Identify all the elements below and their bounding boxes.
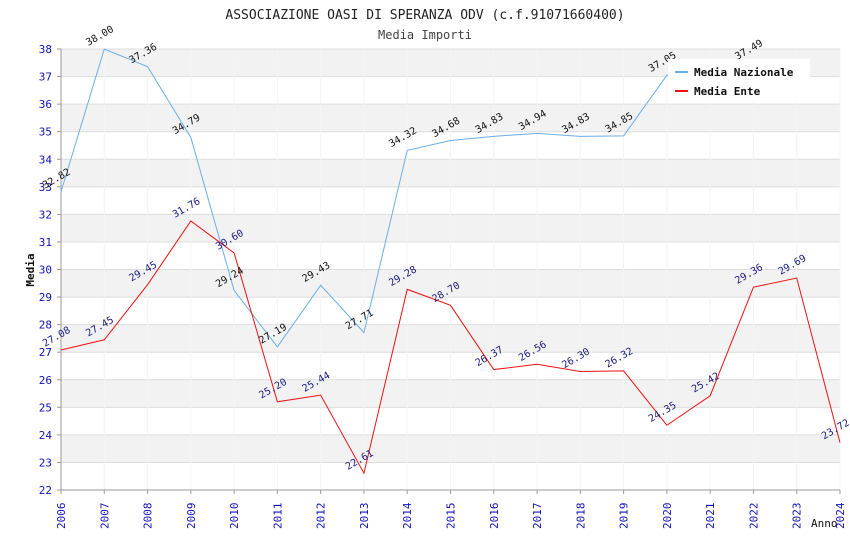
x-tick-label: 2007: [98, 503, 111, 530]
x-tick-label: 2010: [228, 503, 241, 530]
series-line-media-nazionale: [60, 48, 754, 348]
x-tick-label: 2014: [401, 502, 414, 529]
y-tick-label: 24: [39, 429, 53, 442]
y-tick-label: 32: [39, 208, 52, 221]
legend-label: Media Ente: [694, 85, 761, 98]
chart-title: ASSOCIAZIONE OASI DI SPERANZA ODV (c.f.9…: [225, 8, 624, 23]
x-tick-label: 2006: [55, 503, 68, 530]
y-tick-label: 22: [39, 484, 52, 497]
x-tick-label: 2016: [488, 503, 501, 530]
legend-label: Media Nazionale: [694, 66, 794, 79]
x-tick-label: 2008: [142, 503, 155, 530]
legend-box: [668, 59, 810, 101]
x-tick-label: 2024: [834, 502, 847, 529]
y-tick-label: 31: [39, 236, 52, 249]
x-tick-label: 2013: [358, 503, 371, 530]
x-tick-label: 2011: [271, 503, 284, 530]
y-tick-label: 25: [39, 401, 52, 414]
x-tick-label: 2009: [185, 503, 198, 530]
x-axis-label: Anno: [811, 517, 838, 530]
x-tick-label: 2020: [661, 503, 674, 530]
y-tick-label: 28: [39, 319, 52, 332]
y-tick-label: 37: [39, 71, 52, 84]
y-tick-label: 23: [39, 456, 52, 469]
x-ticks: 2006 2007 2008 2009 2010 2011 2012 2013 2014 2015…: [55, 490, 847, 529]
y-tick-label: 26: [39, 374, 52, 387]
y-tick-label: 33: [39, 181, 52, 194]
y-axis-label: Media: [24, 253, 37, 286]
x-tick-label: 2021: [704, 503, 717, 530]
y-tick-label: 38: [39, 43, 52, 56]
chart-subtitle: Media Importi: [378, 28, 472, 42]
series-lines: [60, 48, 841, 475]
x-tick-label: 2022: [747, 503, 760, 530]
data-label-nazionale: 38.00: [84, 24, 116, 49]
y-tick-label: 35: [39, 126, 52, 139]
series-line-media-ente: [60, 220, 841, 475]
y-tick-label: 34: [39, 153, 53, 166]
x-tick-label: 2012: [315, 503, 328, 530]
y-ticks: 22 23 24 25 26 27 28 29 30 31 32 33 34 35 36 37 38: [39, 43, 61, 497]
x-tick-label: 2018: [574, 503, 587, 530]
y-tick-label: 29: [39, 291, 52, 304]
x-tick-label: 2015: [445, 503, 458, 530]
y-tick-label: 30: [39, 264, 52, 277]
y-tick-label: 27: [39, 346, 52, 359]
x-tick-label: 2023: [791, 503, 804, 530]
x-tick-label: 2017: [531, 503, 544, 530]
y-tick-label: 36: [39, 98, 52, 111]
legend: Media Nazionale Media Ente: [668, 59, 810, 101]
x-tick-label: 2019: [618, 503, 631, 530]
